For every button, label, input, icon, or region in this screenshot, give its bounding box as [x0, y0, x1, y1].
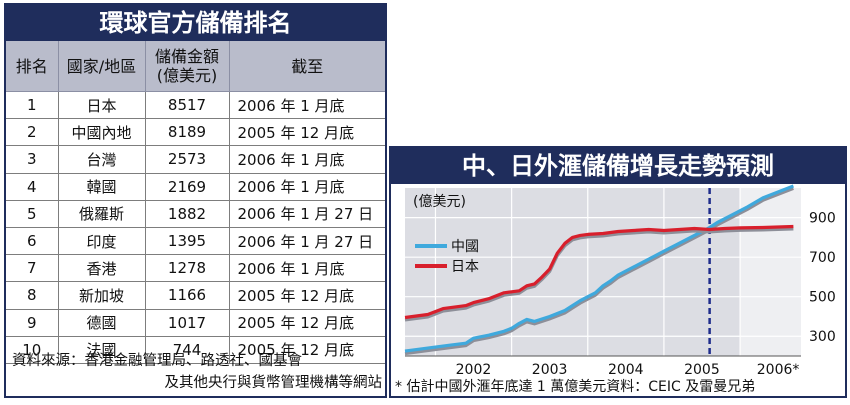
ranking-table-body: 1 日本 8517 2006 年 1 月底 2 中國內地 8189 2005 年 12 月底 3… — [6, 91, 385, 364]
y-tick-label: 300 — [809, 329, 836, 345]
ranking-table: 排名 國家/地區 儲備金額 (億美元) 截至 1 日本 8517 2006 年 1 月… — [6, 41, 385, 364]
header-date: 截至 — [229, 41, 385, 92]
table-row: 9 德國 1017 2005 年 12 月底 — [6, 309, 385, 337]
forecast-chart-panel: 中、日外滙儲備增長走勢預測 300 500 700 900 2002 2003 2004 20… — [389, 146, 847, 398]
reserve-forecast-chart: 300 500 700 900 2002 2003 2004 2005 2006* (億美元) 中國… — [404, 184, 836, 374]
table-row: 5 俄羅斯 1882 2006 年 1 月 27 日 — [6, 200, 385, 228]
series-line-japan — [404, 224, 794, 320]
table-row: 1 日本 8517 2006 年 1 月底 — [6, 91, 385, 120]
amount-cell: 8189 — [145, 118, 230, 147]
source-line-1: 資料來源：香港金融管理局、路透社、國基會 — [12, 353, 302, 369]
rank-cell: 2 — [6, 118, 59, 147]
table-header-row: 排名 國家/地區 儲備金額 (億美元) 截至 — [6, 41, 385, 92]
country-cell: 台灣 — [58, 145, 146, 174]
header-rank: 排名 — [6, 41, 59, 92]
table-row: 3 台灣 2573 2006 年 1 月底 — [6, 145, 385, 174]
x-tick-label: 2002 — [456, 362, 492, 374]
table-source: 資料來源：香港金融管理局、路透社、國基會 及其他央行與貨幣管理機構等網站 — [12, 350, 384, 394]
x-tick-label: 2006* — [757, 362, 800, 374]
x-tick-label: 2003 — [532, 362, 568, 374]
y-axis-label: (億美元) — [413, 194, 466, 210]
rank-cell: 7 — [6, 254, 59, 283]
date-cell: 2006 年 1 月底 — [229, 254, 385, 283]
table-row: 2 中國內地 8189 2005 年 12 月底 — [6, 118, 385, 147]
y-tick-label: 900 — [809, 211, 836, 227]
header-amount-line2: (億美元) — [156, 66, 218, 85]
y-tick-label: 500 — [809, 290, 836, 306]
rank-cell: 1 — [6, 91, 59, 120]
amount-cell: 1395 — [145, 227, 230, 256]
table-row: 6 印度 1395 2006 年 1 月 27 日 — [6, 227, 385, 256]
legend-label: 中國 — [451, 239, 479, 255]
amount-cell: 8517 — [145, 91, 230, 120]
rank-cell: 10 — [6, 336, 59, 364]
header-amount-line1: 儲備金額 — [154, 47, 219, 66]
x-tick-label: 2004 — [608, 362, 644, 374]
amount-cell: 1017 — [145, 309, 230, 337]
table-row: 4 韓國 2169 2006 年 1 月底 — [6, 173, 385, 201]
country-cell: 法國 — [58, 336, 146, 364]
date-cell: 2005 年 12 月底 — [229, 118, 385, 147]
date-cell: 2006 年 1 月 27 日 — [229, 200, 385, 228]
country-cell: 中國內地 — [58, 118, 146, 147]
country-cell: 香港 — [58, 254, 146, 283]
country-cell: 印度 — [58, 227, 146, 256]
country-cell: 新加坡 — [58, 281, 146, 310]
source-line-2: 及其他央行與貨幣管理機構等網站 — [164, 375, 383, 391]
date-cell: 2006 年 1 月底 — [229, 145, 385, 174]
x-tick-label: 2005 — [684, 362, 720, 374]
projection-area — [740, 188, 801, 356]
table-row: 8 新加坡 1166 2005 年 12 月底 — [6, 281, 385, 310]
header-country: 國家/地區 — [58, 41, 146, 92]
amount-cell: 2169 — [145, 173, 230, 201]
country-cell: 日本 — [58, 91, 146, 120]
date-cell: 2006 年 1 月底 — [229, 91, 385, 120]
rank-cell: 9 — [6, 309, 59, 337]
amount-cell: 744 — [145, 336, 230, 364]
date-cell: 2006 年 1 月 27 日 — [229, 227, 385, 256]
table-row: 7 香港 1278 2006 年 1 月底 — [6, 254, 385, 283]
date-cell: 2005 年 12 月底 — [229, 309, 385, 337]
rank-cell: 8 — [6, 281, 59, 310]
rank-cell: 5 — [6, 200, 59, 228]
amount-cell: 1882 — [145, 200, 230, 228]
amount-cell: 2573 — [145, 145, 230, 174]
series-line-china — [404, 184, 794, 353]
rank-cell: 6 — [6, 227, 59, 256]
table-row: 10 法國 744 2005 年 12 月底 — [6, 336, 385, 364]
table-title: 環球官方儲備排名 — [6, 5, 385, 41]
rank-cell: 4 — [6, 173, 59, 201]
country-cell: 德國 — [58, 309, 146, 337]
header-amount: 儲備金額 (億美元) — [145, 41, 230, 92]
amount-cell: 1278 — [145, 254, 230, 283]
date-cell: 2006 年 1 月底 — [229, 173, 385, 201]
country-cell: 俄羅斯 — [58, 200, 146, 228]
rank-cell: 3 — [6, 145, 59, 174]
legend-label: 日本 — [451, 259, 479, 275]
chart-title: 中、日外滙儲備增長走勢預測 — [391, 148, 845, 184]
date-cell: 2005 年 12 月底 — [229, 336, 385, 364]
chart-note: * 估計中國外滙年底達 1 萬億美元資料：CEIC 及雷曼兄弟 — [395, 379, 756, 395]
y-tick-label: 700 — [809, 250, 836, 266]
reserve-ranking-panel: 環球官方儲備排名 排名 國家/地區 儲備金額 (億美元) 截至 1 日本 8517 2… — [4, 3, 387, 398]
date-cell: 2005 年 12 月底 — [229, 281, 385, 310]
amount-cell: 1166 — [145, 281, 230, 310]
country-cell: 韓國 — [58, 173, 146, 201]
